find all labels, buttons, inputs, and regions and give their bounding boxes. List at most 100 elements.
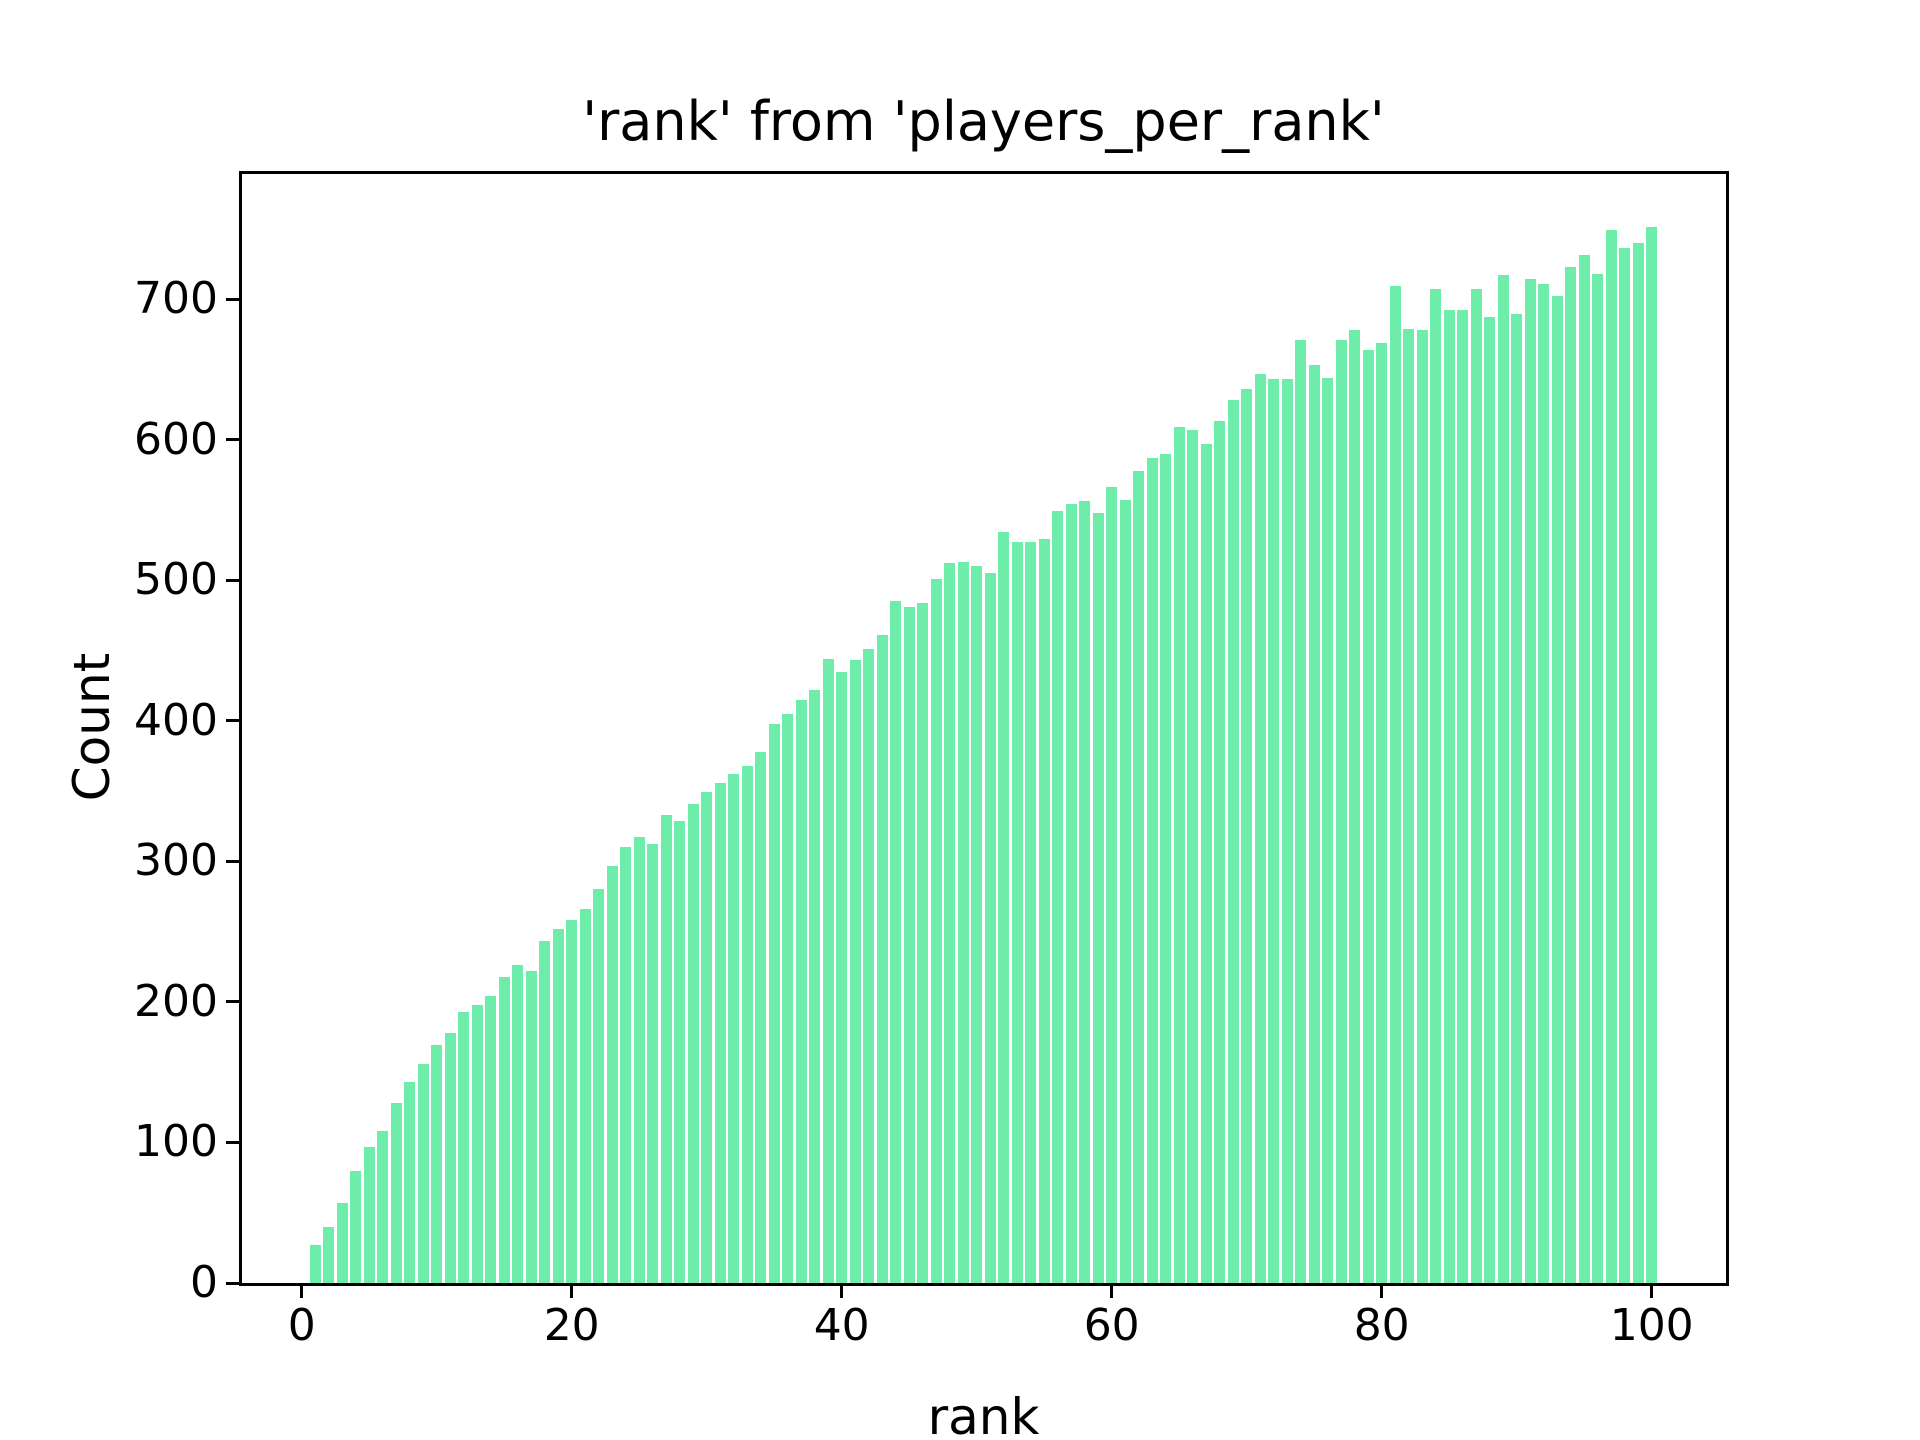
bar [336,1202,348,1283]
bar [741,765,753,1283]
x-tick-label: 100 [1609,1300,1694,1351]
bar [1470,289,1482,1283]
x-tick-mark [1650,1286,1654,1298]
bar [566,920,578,1283]
bar [620,847,632,1283]
y-tick-label: 400 [134,694,218,746]
bar [363,1146,375,1283]
bar [1268,379,1280,1283]
bar [1106,487,1118,1283]
bar [1605,230,1617,1283]
bar [930,578,942,1283]
y-tick-mark [226,438,239,442]
bar [1538,283,1550,1283]
x-tick-mark [1110,1286,1114,1298]
bar [1416,329,1428,1283]
bar [417,1063,429,1283]
bar [1052,511,1064,1283]
y-axis-label: Count [63,652,121,802]
bar [525,970,537,1283]
bar [1619,248,1631,1283]
x-tick-label: 40 [813,1300,870,1351]
bar [1322,377,1334,1283]
bar [984,573,996,1283]
chart-title: 'rank' from 'players_per_rank' [582,90,1385,153]
x-tick-label: 20 [543,1300,600,1351]
bar [863,649,875,1283]
bar [1389,286,1401,1283]
bar [579,909,591,1283]
y-tick-mark [226,1140,239,1144]
bar [1565,266,1577,1283]
y-tick-mark [226,859,239,863]
bar [1038,539,1050,1283]
bar [1281,379,1293,1283]
bar [1092,512,1104,1283]
bar [1160,453,1172,1283]
bar [1443,310,1455,1283]
bar [498,976,510,1283]
y-tick-mark [226,1000,239,1004]
bar [444,1032,456,1283]
bar [512,965,524,1283]
bar [377,1131,389,1283]
bar [1146,457,1158,1283]
bar [1308,365,1320,1283]
x-tick-mark [840,1286,844,1298]
bar [971,566,983,1283]
bar [836,671,848,1283]
bar [1403,328,1415,1283]
y-tick-mark [226,297,239,301]
bar [876,634,888,1283]
bar [404,1081,416,1283]
bar [714,782,726,1283]
bar [1349,329,1361,1283]
bar [647,844,659,1283]
bar [390,1103,402,1283]
y-tick-label: 300 [134,835,218,887]
y-tick-mark [226,719,239,723]
x-tick-mark [1380,1286,1384,1298]
bar [1457,310,1469,1283]
bar [1119,500,1131,1283]
bar [1011,542,1023,1283]
y-tick-label: 0 [190,1257,218,1308]
y-tick-mark [226,578,239,582]
bar [606,865,618,1283]
bar [660,814,672,1283]
x-tick-mark [570,1286,574,1298]
bar [1578,255,1590,1283]
bar [917,602,929,1283]
bar [1133,470,1145,1283]
bar [1065,504,1077,1283]
bar [633,837,645,1283]
y-tick-label: 600 [134,413,218,465]
bar [1497,275,1509,1283]
bar [849,660,861,1283]
bar [795,699,807,1283]
bar [323,1226,335,1283]
x-tick-label: 60 [1083,1300,1140,1351]
x-tick-mark [300,1286,304,1298]
bar [1241,388,1253,1283]
bar [1592,273,1604,1283]
bar [822,658,834,1283]
bar [309,1245,321,1283]
bar [1173,426,1185,1283]
bar [890,601,902,1283]
bar [728,774,740,1283]
bar [1079,501,1091,1283]
x-axis-label: rank [927,1388,1040,1440]
bar [1524,279,1536,1283]
bar [1025,542,1037,1283]
bar [903,606,915,1283]
bar [593,889,605,1283]
bar [350,1170,362,1283]
bar [552,928,564,1283]
bar [1376,342,1388,1283]
bar [1484,317,1496,1283]
bar [1646,227,1658,1283]
y-tick-label: 100 [134,1116,218,1168]
bar [485,996,497,1283]
